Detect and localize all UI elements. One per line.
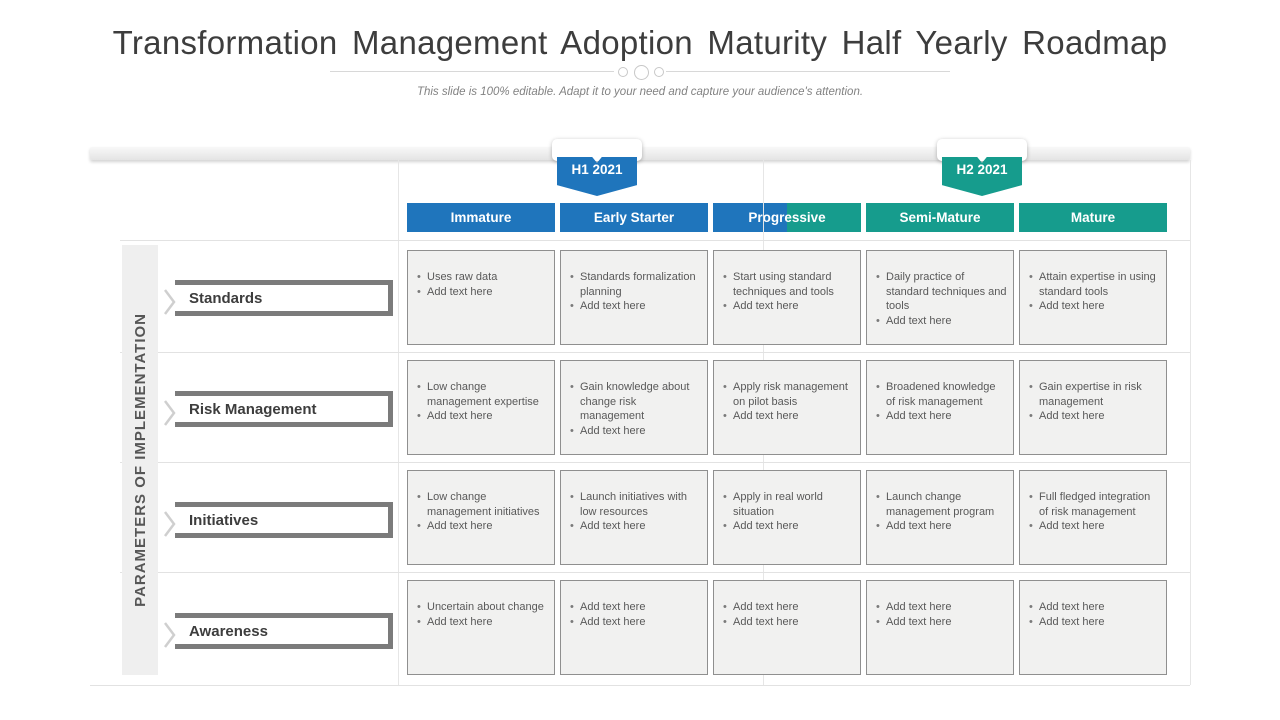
matrix-cell: • Start using standard techniques and too…	[713, 250, 861, 345]
matrix-cell: • Low change management initiatives • Add …	[407, 470, 555, 565]
column-header-mature: Mature	[1019, 203, 1167, 232]
timeline-tab	[552, 139, 642, 161]
bullet-icon: •	[876, 410, 880, 422]
matrix-cell: • Uncertain about change • Add text here	[407, 580, 555, 675]
bullet-icon: •	[417, 271, 421, 283]
grid-vline	[398, 160, 399, 685]
bullet-icon: •	[1029, 601, 1033, 613]
bullet-icon: •	[1029, 300, 1033, 312]
bullet-icon: •	[1029, 520, 1033, 532]
chevron-right-icon	[164, 400, 176, 426]
chevron-right-icon	[164, 511, 176, 537]
chevron-right-icon	[164, 289, 176, 315]
bullet-icon: •	[1029, 615, 1033, 628]
bullet-icon: •	[876, 314, 880, 327]
matrix-cell: • Add text here • Add text here	[866, 580, 1014, 675]
bullet-icon: •	[417, 491, 421, 503]
bullet-icon: •	[417, 520, 421, 532]
grid-hline	[120, 462, 1190, 463]
bullet-icon: •	[1029, 410, 1033, 422]
matrix-cell: • Add text here • Add text here	[1019, 580, 1167, 675]
bullet-icon: •	[723, 300, 727, 312]
matrix-cell: • Add text here • Add text here	[713, 580, 861, 675]
bullet-icon: •	[1029, 491, 1033, 503]
row-label-risk-management: Risk Management	[164, 391, 393, 427]
column-header-immature: Immature	[407, 203, 555, 232]
column-header-early-starter: Early Starter	[560, 203, 708, 232]
bullet-icon: •	[417, 615, 421, 628]
bullet-icon: •	[570, 601, 574, 613]
bullet-icon: •	[723, 601, 727, 613]
bullet-icon: •	[876, 601, 880, 613]
timeline-tab	[937, 139, 1027, 161]
period-ribbon-h2: H2 2021	[942, 157, 1022, 196]
divider-circle-icon	[634, 65, 649, 80]
left-axis-label: PARAMETERS OF IMPLEMENTATION	[131, 313, 149, 607]
chevron-right-icon	[164, 622, 176, 648]
divider-circle-icon	[618, 67, 628, 77]
page-title: Transformation Management Adoption Matur…	[112, 24, 1168, 61]
bullet-icon: •	[570, 424, 574, 437]
bullet-icon: •	[570, 300, 574, 312]
period-ribbon-h1: H1 2021	[557, 157, 637, 196]
matrix-cell: • Broadened knowledge of risk management …	[866, 360, 1014, 455]
divider-circle-icon	[654, 67, 664, 77]
column-header-progressive: Progressive	[713, 203, 861, 232]
column-header-semi-mature: Semi-Mature	[866, 203, 1014, 232]
title-divider-line	[666, 71, 950, 72]
matrix-cell: • Daily practice of standard techniques a…	[866, 250, 1014, 345]
editable-note: This slide is 100% editable. Adapt it to…	[416, 86, 864, 98]
bullet-icon: •	[417, 285, 421, 298]
bullet-icon: •	[570, 271, 574, 283]
bullet-icon: •	[417, 381, 421, 393]
bullet-icon: •	[1029, 381, 1033, 393]
bullet-icon: •	[417, 410, 421, 422]
bullet-icon: •	[723, 410, 727, 422]
matrix-cell: • Low change management expertise • Add te…	[407, 360, 555, 455]
matrix-cell: • Add text here • Add text here	[560, 580, 708, 675]
bullet-icon: •	[876, 520, 880, 532]
grid-hline	[120, 240, 1190, 241]
bullet-icon: •	[1029, 271, 1033, 283]
matrix-cell: • Launch initiatives with low resources •…	[560, 470, 708, 565]
grid-hline	[120, 572, 1190, 573]
bullet-icon: •	[876, 381, 880, 393]
row-label-awareness: Awareness	[164, 613, 393, 649]
bullet-icon: •	[570, 520, 574, 532]
grid-hline	[120, 352, 1190, 353]
bullet-icon: •	[417, 601, 421, 613]
grid-vline	[1190, 160, 1191, 685]
title-divider-line	[330, 71, 614, 72]
bullet-icon: •	[570, 381, 574, 393]
bullet-icon: •	[570, 615, 574, 628]
matrix-cell: • Attain expertise in using standard tool…	[1019, 250, 1167, 345]
bullet-icon: •	[723, 271, 727, 283]
grid-hline-bottom	[90, 685, 1190, 686]
matrix-cell: • Launch change management program • Add t…	[866, 470, 1014, 565]
matrix-cell: • Apply risk management on pilot basis • A…	[713, 360, 861, 455]
left-axis-strip: PARAMETERS OF IMPLEMENTATION	[122, 245, 158, 675]
matrix-cell: • Gain expertise in risk management • Add …	[1019, 360, 1167, 455]
bullet-icon: •	[723, 520, 727, 532]
bullet-icon: •	[723, 491, 727, 503]
matrix-cell: • Gain knowledge about change risk manage…	[560, 360, 708, 455]
matrix-cell: • Apply in real world situation • Add text…	[713, 470, 861, 565]
row-label-initiatives: Initiatives	[164, 502, 393, 538]
bullet-icon: •	[723, 615, 727, 628]
row-label-standards: Standards	[164, 280, 393, 316]
matrix-cell: • Uses raw data • Add text here	[407, 250, 555, 345]
bullet-icon: •	[876, 615, 880, 628]
matrix-cell: • Standards formalization planning • Add t…	[560, 250, 708, 345]
bullet-icon: •	[876, 271, 880, 283]
bullet-icon: •	[570, 491, 574, 503]
bullet-icon: •	[876, 491, 880, 503]
matrix-cell: • Full fledged integration of risk manage…	[1019, 470, 1167, 565]
bullet-icon: •	[723, 381, 727, 393]
